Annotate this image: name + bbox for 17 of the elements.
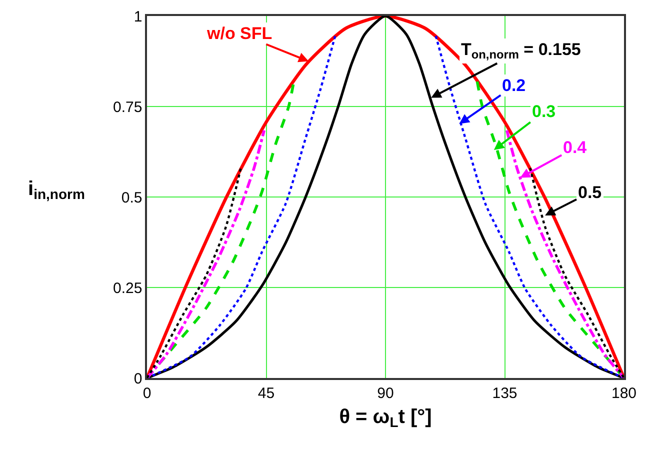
x-tick-label: 180 — [611, 384, 637, 402]
y-axis-title: i$_{in,norm}$ — [28, 178, 85, 202]
y-tick-label: 0 — [134, 370, 142, 388]
annotation: 0.3 — [532, 102, 556, 121]
x-tick-label: 45 — [258, 384, 275, 402]
annotation: 0.5 — [578, 183, 602, 202]
y-tick-label: 1 — [134, 8, 142, 26]
x-tick-label: 135 — [492, 384, 518, 402]
y-tick-label: 0.25 — [113, 280, 142, 297]
y-tick-label: 0.75 — [113, 98, 142, 116]
annotation: w/o SFL — [206, 24, 272, 43]
annotation: T$_{on,norm}$ = 0.155 — [461, 40, 581, 62]
annotation: 0.4 — [563, 138, 588, 157]
x-axis-title: θ = ω$_{L}$t [°] — [339, 406, 432, 430]
annotation: 0.2 — [502, 76, 526, 95]
y-tick-label: 0.5 — [121, 189, 142, 206]
x-tick-label: 90 — [377, 384, 394, 402]
